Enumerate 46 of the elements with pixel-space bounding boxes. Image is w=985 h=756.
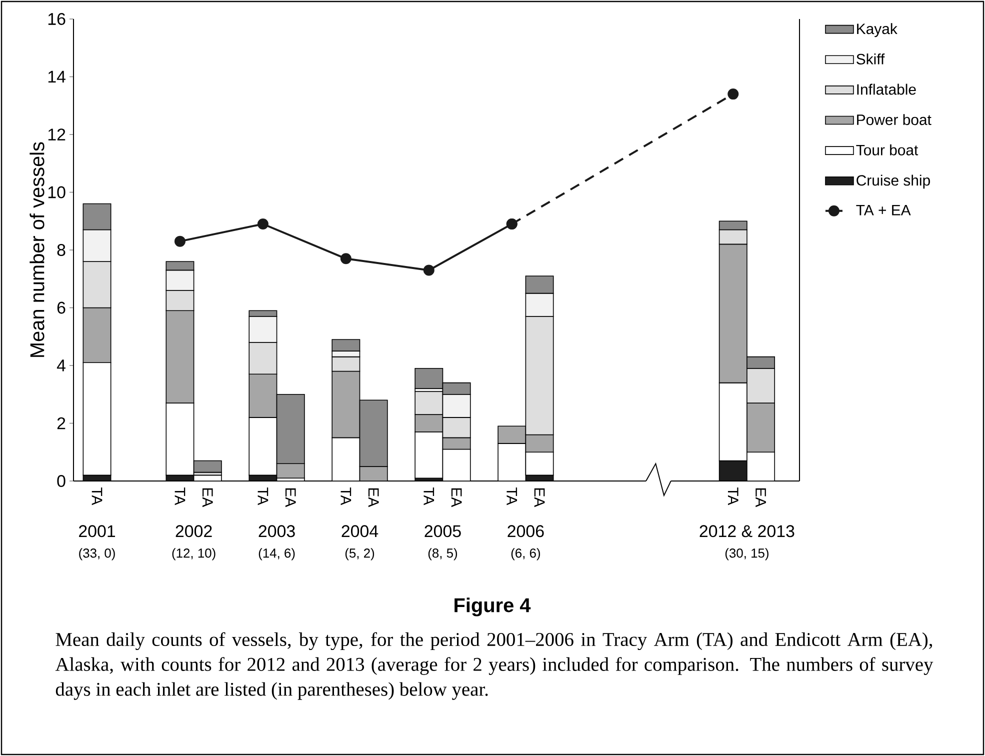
x-tick-label: EA: [285, 488, 296, 508]
text: (14, 6): [258, 548, 295, 560]
text: Figure 4: [454, 598, 531, 616]
legend-label: Power boat: [857, 114, 932, 126]
x-tick-label: TA: [92, 488, 102, 506]
x-tick-label: TA: [258, 488, 268, 506]
x-tick-label: TA: [506, 488, 518, 506]
x-tick-label: TA: [174, 488, 186, 506]
text: (6, 6): [511, 548, 540, 560]
legend-label: Tour boat: [856, 144, 918, 156]
x-tick-label: EA: [368, 488, 379, 508]
text: 2002: [176, 525, 212, 538]
legend-label: Cruise ship: [856, 174, 930, 189]
y-tick-label: 16: [48, 12, 66, 25]
legend-label: TA + EA: [856, 205, 911, 216]
y-tick-label: 12: [48, 128, 66, 140]
x-tick-label: EA: [534, 488, 545, 508]
text: (5, 2): [345, 548, 374, 560]
y-tick-label: 10: [48, 186, 66, 198]
text: Mean daily counts of vessels, by type, for the period 2001–2006 in Tracy Arm (TA) and Endicott Arm (EA), Alaska, with counts for 2012 and 2013 (average for 2 years) included for comparison. The numbers of survey days in each inlet are listed (in parentheses) below year.: [55, 632, 934, 700]
x-tick-label: TA: [728, 488, 738, 506]
text: 2004: [342, 525, 378, 538]
legend-label: Skiff: [856, 53, 885, 64]
x-tick-label: TA: [340, 488, 352, 506]
x-tick-label: EA: [756, 488, 766, 508]
text: (8, 5): [428, 548, 458, 560]
y-tick-label: 8: [57, 244, 66, 256]
text: 2005: [424, 525, 461, 538]
x-tick-label: TA: [424, 488, 434, 506]
legend-label: Inflatable: [857, 84, 916, 95]
text: 2012 & 2013: [700, 525, 794, 538]
text: (33, 0): [79, 548, 115, 560]
text: (12, 10): [172, 548, 216, 560]
text: 2003: [258, 525, 295, 538]
legend-label: Kayak: [857, 23, 898, 38]
y-tick-label: 6: [57, 302, 66, 314]
x-tick-label: EA: [451, 488, 462, 508]
x-tick-label: EA: [202, 488, 213, 508]
text: (30, 15): [725, 548, 768, 560]
text: 2006: [508, 525, 544, 538]
text: 2001: [79, 525, 116, 538]
y-tick-label: 2: [57, 417, 66, 430]
y-tick-label: 0: [57, 474, 66, 487]
y-tick-label: 14: [48, 70, 66, 83]
y-axis-title: Mean number of vessels: [30, 142, 44, 357]
y-tick-label: 4: [56, 360, 66, 372]
